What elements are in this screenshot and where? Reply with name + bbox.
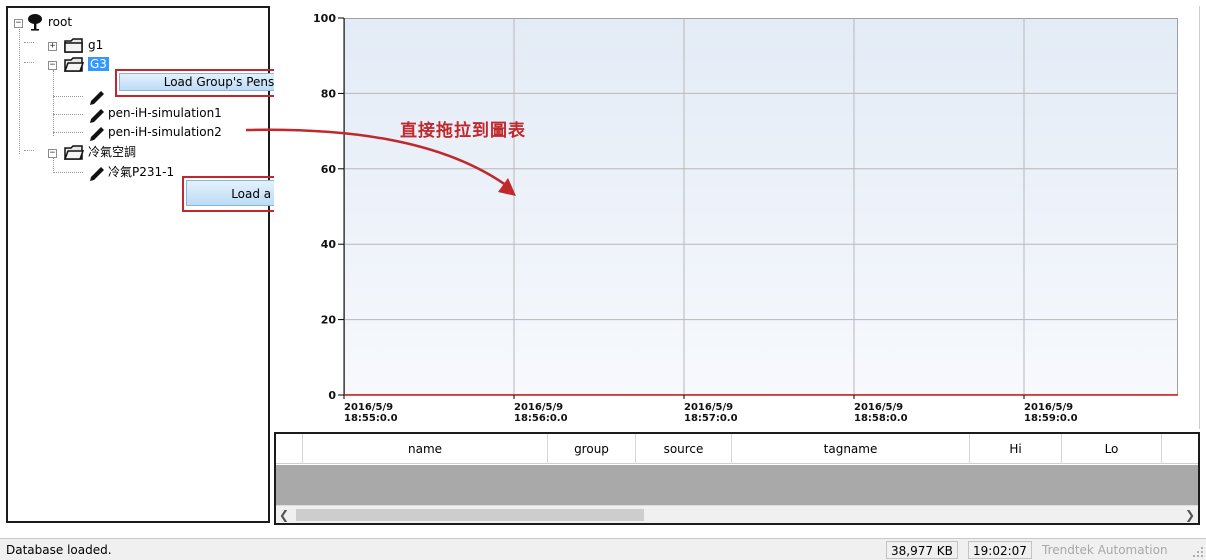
tree-pen-2-label[interactable]: pen-iH-simulation2	[108, 125, 222, 139]
tree-panel[interactable]: − root + g1 − G3 Load Group's Pens pen-i…	[6, 6, 346, 523]
table-body	[276, 465, 1198, 505]
tree-connector	[53, 114, 83, 115]
scrollbar-thumb[interactable]	[296, 509, 644, 521]
tree-connector	[24, 150, 34, 151]
collapse-g3-icon[interactable]: −	[48, 60, 57, 70]
tree-connector	[24, 62, 34, 63]
expand-g1-icon[interactable]: +	[48, 41, 57, 51]
chart-y-tick-label: 80	[321, 87, 337, 100]
column-header-group[interactable]: group	[548, 434, 636, 464]
chart-x-tick-time: 18:57:0.0	[684, 413, 738, 424]
tree-connector	[24, 42, 34, 43]
resize-grip-icon[interactable]	[1192, 546, 1204, 558]
chart-y-tick-label: 60	[321, 163, 337, 176]
drag-hint-annotation: 直接拖拉到圖表	[400, 121, 526, 141]
drag-arrow-icon	[245, 128, 516, 196]
chart-x-tick-time: 18:56:0.0	[514, 413, 568, 424]
tree-connector	[53, 172, 83, 173]
column-header-name[interactable]: name	[303, 434, 548, 464]
tree-node-ac-group-label[interactable]: 冷氣空調	[88, 145, 137, 159]
chart-x-tick-date: 2016/5/9	[854, 402, 903, 413]
tree-node-g3-label[interactable]: G3	[88, 57, 109, 71]
chart-x-tick-date: 2016/5/9	[1024, 402, 1073, 413]
tree-root-label[interactable]: root	[48, 15, 73, 29]
pen-icon	[90, 91, 104, 105]
tree-node-g1-label[interactable]: g1	[88, 38, 104, 52]
status-brand: Trendtek Automation	[1038, 541, 1172, 559]
folder-icon	[64, 38, 83, 53]
chart-x-tick-time: 18:59:0.0	[1024, 413, 1078, 424]
g3-selected-text[interactable]: G3	[88, 57, 109, 71]
pen-icon	[90, 109, 104, 123]
chart-y-tick-label: 20	[321, 314, 337, 327]
collapse-ac-group-icon[interactable]: −	[48, 148, 57, 158]
column-header-lo[interactable]: Lo	[1062, 434, 1162, 464]
tree-root-icon	[28, 14, 42, 31]
pen-icon	[90, 127, 104, 141]
column-header-hi[interactable]: Hi	[970, 434, 1062, 464]
scroll-left-icon[interactable]: ❮	[278, 508, 290, 522]
collapse-root-icon[interactable]: −	[14, 18, 23, 28]
horizontal-scrollbar[interactable]: ❮ ❯	[276, 505, 1198, 523]
tree-connector	[53, 96, 83, 97]
pen-icon	[90, 167, 104, 181]
chart-y-tick-label: 0	[328, 389, 336, 402]
trend-chart: 0204060801002016/5/918:55:0.02016/5/918:…	[313, 12, 1178, 424]
chart-y-tick-label: 40	[321, 238, 337, 251]
column-header-tagname[interactable]: tagname	[732, 434, 970, 464]
load-group-pens-button[interactable]: Load Group's Pens	[119, 73, 319, 91]
tree-connector	[19, 26, 20, 154]
folder-open-icon	[64, 145, 84, 160]
chart-x-tick-time: 18:58:0.0	[854, 413, 908, 424]
tree-connector	[53, 70, 54, 136]
chart-y-tick-label: 100	[313, 12, 336, 25]
table-header-spacer	[276, 434, 303, 464]
folder-open-icon	[64, 57, 84, 72]
status-memory: 38,977 KB	[886, 541, 958, 559]
scroll-right-icon[interactable]: ❯	[1184, 508, 1196, 522]
chart-x-tick-date: 2016/5/9	[344, 402, 393, 413]
chart-x-tick-date: 2016/5/9	[684, 402, 733, 413]
tree-connector	[53, 154, 54, 173]
load-group-pens-highlight[interactable]: Load Group's Pens	[115, 69, 323, 97]
tree-pen-1-label[interactable]: pen-iH-simulation1	[108, 106, 222, 120]
status-bar: Database loaded. 38,977 KB 19:02:07 Tren…	[0, 538, 1206, 560]
pen-table[interactable]: name group source tagname Hi Lo ❮ ❯	[274, 432, 1200, 525]
status-message: Database loaded.	[6, 543, 112, 557]
tree-ac-pen-label[interactable]: 冷氣P231-1	[108, 165, 175, 179]
chart-x-tick-time: 18:55:0.0	[344, 413, 398, 424]
tree-connector	[53, 132, 83, 133]
status-time: 19:02:07	[968, 541, 1032, 559]
column-header-source[interactable]: source	[636, 434, 732, 464]
chart-x-tick-date: 2016/5/9	[514, 402, 563, 413]
table-header: name group source tagname Hi Lo	[276, 434, 1198, 464]
